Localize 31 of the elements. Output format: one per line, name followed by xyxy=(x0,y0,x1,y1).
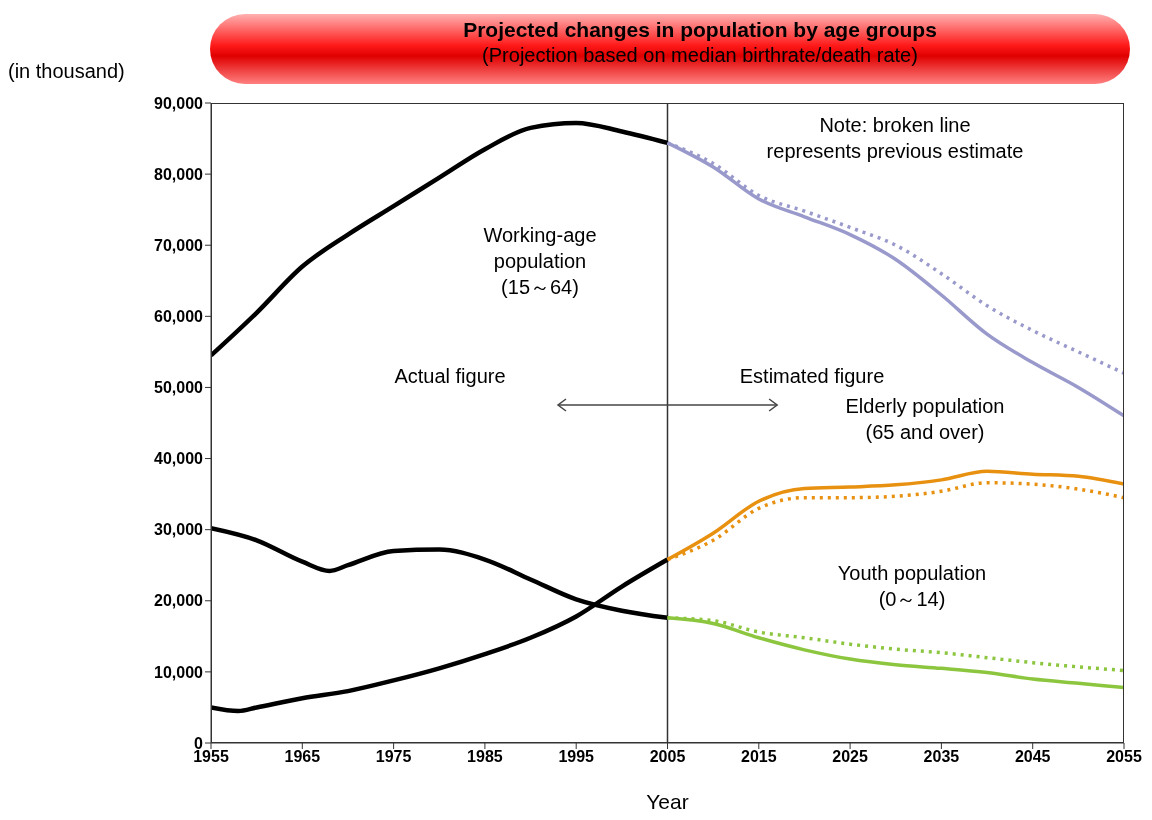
annotation: Note: broken line represents previous estimate xyxy=(766,113,1024,164)
y-tick-label: 60,000 xyxy=(154,308,204,326)
y-tick-label: 70,000 xyxy=(154,236,204,254)
x-tick-label: 1955 xyxy=(193,748,229,766)
line-series xyxy=(211,120,670,358)
annotation: Working-age population (15～64) xyxy=(483,223,597,300)
x-tick-label: 1985 xyxy=(467,748,503,766)
x-tick-label: 2055 xyxy=(1106,748,1142,766)
x-tick-label: 1965 xyxy=(284,748,321,766)
x-tick-label: 2005 xyxy=(649,748,686,766)
chart-subtitle: (Projection based on median birthrate/death rate) xyxy=(481,44,919,67)
y-tick-label: 20,000 xyxy=(154,592,204,610)
x-tick-label: 2045 xyxy=(1014,748,1051,766)
y-tick-label: 30,000 xyxy=(154,521,204,539)
x-tick-label: 1995 xyxy=(558,748,595,766)
y-axis-title: (in thousand) xyxy=(8,60,125,83)
y-tick-label: 40,000 xyxy=(154,450,204,468)
annotation: Elderly population (65 and over) xyxy=(845,394,1005,445)
x-tick-label: 2035 xyxy=(923,748,960,766)
annotation: Youth population (0～14) xyxy=(837,561,987,612)
x-tick-label: 2015 xyxy=(741,748,777,766)
y-tick-label: 80,000 xyxy=(154,165,204,183)
y-tick-label: 50,000 xyxy=(154,379,204,397)
x-axis-title: Year xyxy=(645,790,690,814)
chart-title: Projected changes in population by age groups xyxy=(462,18,938,42)
x-tick-label: 1975 xyxy=(375,748,412,766)
annotation: Estimated figure xyxy=(739,364,885,389)
y-tick-label: 10,000 xyxy=(154,663,204,681)
x-tick-label: 2025 xyxy=(832,748,868,766)
y-tick-label: 90,000 xyxy=(154,94,204,112)
annotation: Actual figure xyxy=(394,364,506,389)
